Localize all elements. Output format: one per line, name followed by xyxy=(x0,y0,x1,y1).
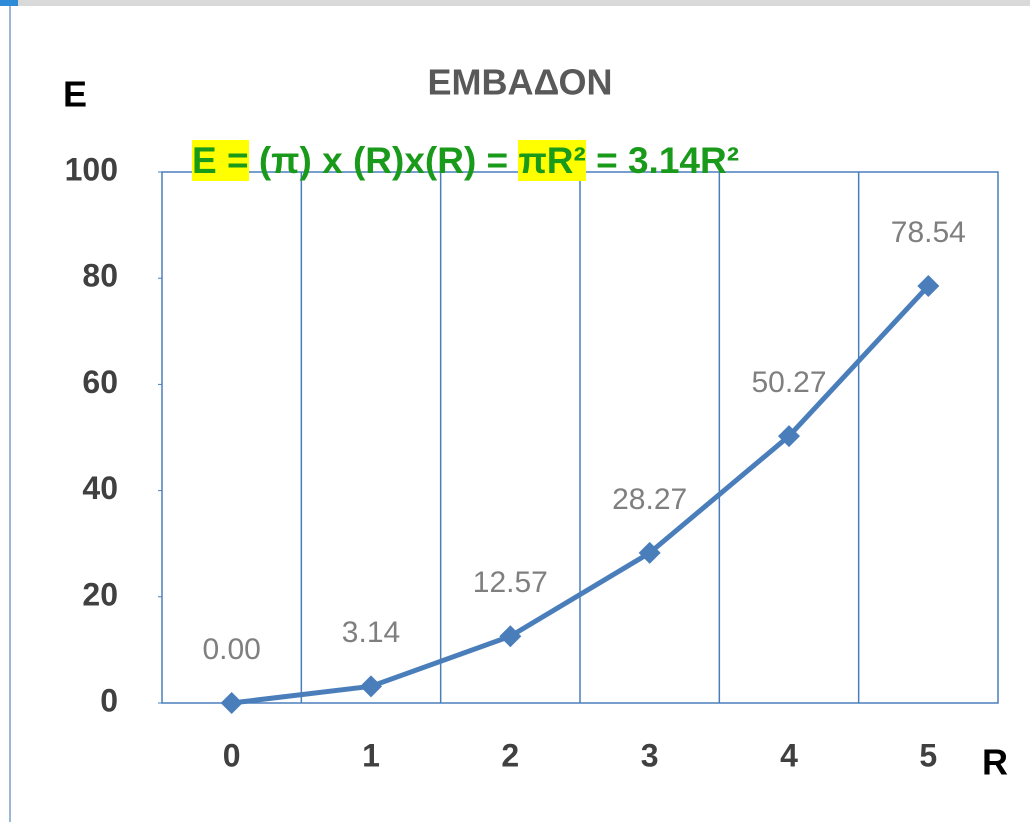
x-tick-label: 4 xyxy=(780,737,798,773)
marker xyxy=(220,692,243,714)
x-tick-label: 1 xyxy=(362,737,380,773)
formula: E = (π) x (R)x(R) = πR² = 3.14R² xyxy=(192,140,739,182)
x-tick-label: 3 xyxy=(641,737,659,773)
x-tick-label: 0 xyxy=(223,737,241,773)
marker xyxy=(638,541,661,564)
value-label: 3.14 xyxy=(342,616,400,649)
line xyxy=(231,284,931,706)
chart-title: ΕΜΒΑΔΟΝ xyxy=(428,62,613,103)
formula-part: (π) x (R)x(R) = xyxy=(248,140,519,181)
formula-part: πR² xyxy=(518,140,586,181)
marker xyxy=(778,425,800,448)
formula-part: E = xyxy=(192,140,249,181)
sheet-top xyxy=(0,0,1030,6)
y-tick-label: 20 xyxy=(82,576,118,612)
value-label: 12.57 xyxy=(473,566,548,599)
value-label: 50.27 xyxy=(751,366,826,399)
x-tick-label: 5 xyxy=(919,737,937,773)
value-label: 78.54 xyxy=(891,216,966,249)
y-tick-label: 60 xyxy=(82,364,118,400)
formula-part: = 3.14R² xyxy=(585,140,740,181)
x-axis-label: R xyxy=(982,742,1008,783)
value-label: 0.00 xyxy=(202,633,260,666)
sheet-corner xyxy=(0,0,18,6)
x-tick-label: 2 xyxy=(501,737,519,773)
marker xyxy=(499,625,522,648)
y-tick-label: 80 xyxy=(82,258,118,294)
y-tick-label: 0 xyxy=(100,682,118,718)
y-tick-label: 40 xyxy=(82,470,118,506)
marker xyxy=(360,675,382,698)
marker xyxy=(917,274,940,297)
y-tick-label: 100 xyxy=(65,151,118,187)
y-axis-label: E xyxy=(63,74,87,115)
value-label: 28.27 xyxy=(612,483,687,516)
